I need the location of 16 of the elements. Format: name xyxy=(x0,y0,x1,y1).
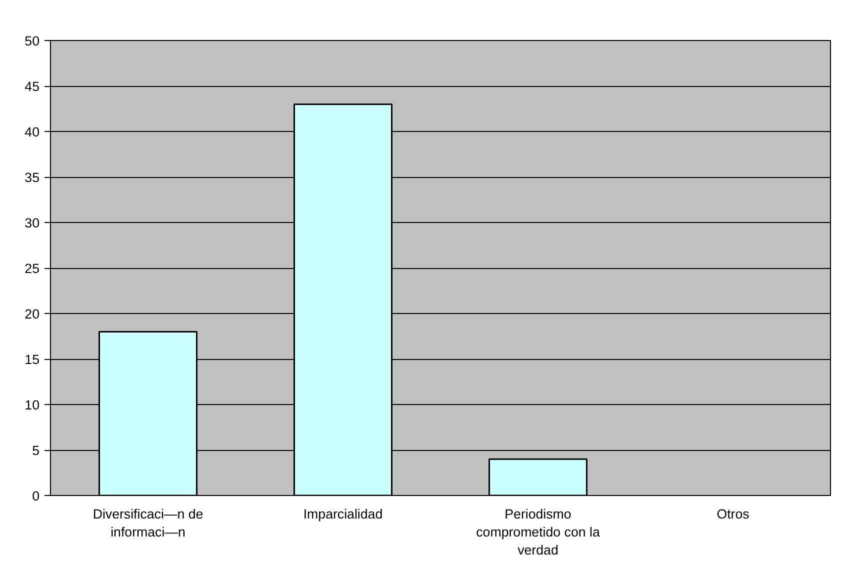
y-tick-label: 25 xyxy=(24,261,40,276)
bar xyxy=(488,458,588,496)
y-tick-label: 45 xyxy=(24,79,40,94)
y-tick-label: 15 xyxy=(24,352,40,367)
y-tick-label: 40 xyxy=(24,124,40,140)
y-tick-label: 50 xyxy=(24,34,40,48)
x-tick-label: Imparcialidad xyxy=(303,506,383,522)
y-tick-label: 5 xyxy=(32,443,40,458)
y-tick-label: 0 xyxy=(32,488,40,504)
y-tick-label: 35 xyxy=(24,170,40,185)
y-tick-label: 20 xyxy=(24,306,40,322)
x-tick-label: Periodismo comprometido con la verdad xyxy=(476,506,600,558)
y-tick-label: 10 xyxy=(24,398,40,412)
x-tick-label: Otros xyxy=(716,506,750,522)
y-tick-label: 30 xyxy=(24,216,40,230)
x-tick-label: Diversificaci—n de informaci—n xyxy=(92,506,204,540)
